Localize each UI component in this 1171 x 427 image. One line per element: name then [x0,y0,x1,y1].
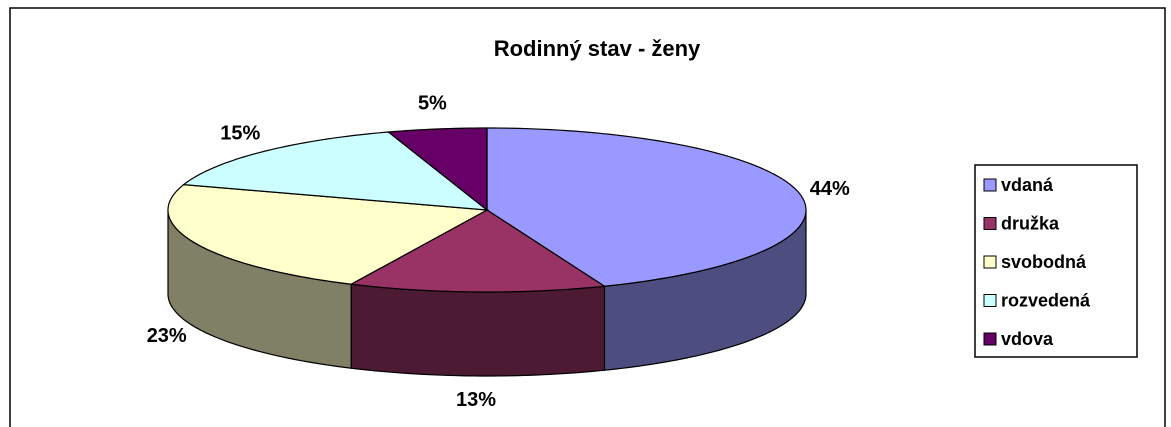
pie-slice [167,184,490,285]
pie-slice [386,127,488,212]
pie-slice [349,209,607,293]
data-label: 13% [456,389,496,411]
data-label: 15% [220,123,260,145]
legend-label: rozvedená [1001,290,1091,310]
legend-swatch [983,255,997,269]
legend-swatch [983,178,997,192]
pie-slice-side [350,283,606,377]
legend-swatch [983,294,997,307]
legend-label: vdova [1001,329,1054,349]
data-label: 44% [810,178,850,200]
legend-label: svobodná [1001,252,1087,272]
legend-label: družka [1001,213,1060,233]
pie-slice [486,127,807,287]
chart-title: Rodinný stav - ženy [494,36,701,61]
data-label: 23% [147,325,187,347]
data-label: 5% [418,93,447,115]
pie-slice [182,131,489,211]
legend-box [974,164,1138,358]
legend-swatch [983,217,997,230]
legend-swatch [983,332,997,346]
legend-label: vdaná [1001,175,1054,195]
